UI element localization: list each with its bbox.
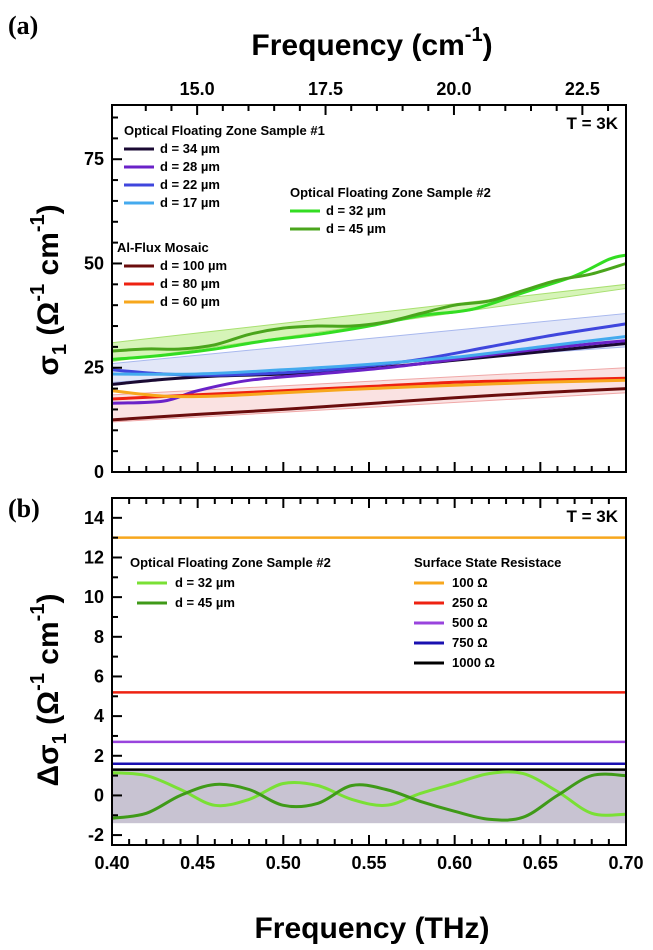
panel-a-legend-title-2: Optical Floating Zone Sample #2 <box>290 185 491 200</box>
panel-a-ytick-label: 25 <box>84 358 104 378</box>
panel-a-series-d-100-m <box>111 387 627 422</box>
panel-b-legend-entry: 250 Ω <box>452 595 488 610</box>
bottom-x-axis-label: Frequency (THz) <box>254 912 489 945</box>
panel-a-legend-entry: d = 28 µm <box>160 159 220 174</box>
panel-a-ytick-label: 50 <box>84 253 104 273</box>
panel-b-y-axis-label: Δσ1 (Ω-1 cm-1) <box>27 594 71 787</box>
panel-b-legend-entry: 750 Ω <box>452 635 488 650</box>
panel-b-series-d-45-m <box>111 772 627 822</box>
panel-b-temperature-label: T = 3K <box>567 507 619 526</box>
panel-b-ytick-label: 8 <box>94 627 104 647</box>
panel-b-xtick-label: 0.70 <box>608 853 643 873</box>
panel-b-xtick-label: 0.65 <box>523 853 558 873</box>
panel-b-ytick-label: 10 <box>84 587 104 607</box>
panel-a-series-d-45-m <box>111 262 627 353</box>
panel-a-label: (a) <box>8 11 38 40</box>
panel-a-legend-entry: d = 17 µm <box>160 195 220 210</box>
panel-a-legend-entry: d = 34 µm <box>160 141 220 156</box>
panel-b-xtick-label: 0.50 <box>266 853 301 873</box>
top-x-axis-label: Frequency (cm-1) <box>251 24 492 62</box>
panel-a-legend-entry: d = 100 µm <box>160 258 227 273</box>
panel-a-legend-entry: d = 22 µm <box>160 177 220 192</box>
panel-b-ytick-label: 4 <box>94 706 104 726</box>
panel-b-legend-entry: d = 32 µm <box>175 575 235 590</box>
panel-a-legend-entry: d = 60 µm <box>160 294 220 309</box>
panel-b-label: (b) <box>8 494 40 523</box>
panel-a-legend-title-0: Optical Floating Zone Sample #1 <box>124 123 325 138</box>
panel-b-legend-title-1: Surface State Resistace <box>414 555 561 570</box>
panel-b-ytick-label: 14 <box>84 508 104 528</box>
panel-a-temperature-label: T = 3K <box>567 114 619 133</box>
panel-a-legend-entry: d = 45 µm <box>326 221 386 236</box>
panel-a-ytick-label: 0 <box>94 462 104 482</box>
panel-a-legend-entry: d = 80 µm <box>160 276 220 291</box>
panel-b-shaded-band <box>112 769 626 824</box>
panel-a-y-axis-label: σ1 (Ω-1 cm-1) <box>27 204 71 375</box>
panel-b-ytick-label: 12 <box>84 547 104 567</box>
panel-b-ytick-label: 6 <box>94 666 104 686</box>
panel-a-series-d-17-m <box>111 335 627 376</box>
panel-a-top-tick-label: 17.5 <box>308 79 343 99</box>
panel-b-legend-entry: d = 45 µm <box>175 595 235 610</box>
panel-a-top-tick-label: 22.5 <box>565 79 600 99</box>
panel-b-plot: -2 0 2 4 6 8 10 12 14 0.40 0.45 0.50 0.55 0.60 0.65 0.7… <box>84 497 644 873</box>
panel-a-legend-title-1: Al-Flux Mosaic <box>117 240 209 255</box>
panel-b-legend-title-0: Optical Floating Zone Sample #2 <box>130 555 331 570</box>
panel-b-ytick-label: 0 <box>94 785 104 805</box>
panel-a-top-tick-label: 20.0 <box>436 79 471 99</box>
panel-a-series-d-60-m <box>111 378 627 399</box>
panel-b-ytick-label: -2 <box>88 825 104 845</box>
panel-b-ytick-label: 2 <box>94 746 104 766</box>
panel-b-xtick-label: 0.60 <box>437 853 472 873</box>
panel-b-legend-entry: 100 Ω <box>452 575 488 590</box>
panel-b-series-d-32-m <box>111 770 627 817</box>
panel-a-top-tick-label: 15.0 <box>180 79 215 99</box>
panel-b-xtick-label: 0.55 <box>351 853 386 873</box>
panel-b-legend-entry: 500 Ω <box>452 615 488 630</box>
panel-b-legend-entry: 1000 Ω <box>452 655 495 670</box>
panel-a-plot: 0 25 50 75 15.0 17.5 20.0 22.5 T = 3K Optical Flo… <box>84 79 627 482</box>
panel-b-xtick-label: 0.40 <box>94 853 129 873</box>
panel-a-series-d-80-m <box>111 376 627 401</box>
panel-a-ytick-label: 75 <box>84 149 104 169</box>
panel-b-xtick-label: 0.45 <box>180 853 215 873</box>
panel-a-legend-entry: d = 32 µm <box>326 203 386 218</box>
